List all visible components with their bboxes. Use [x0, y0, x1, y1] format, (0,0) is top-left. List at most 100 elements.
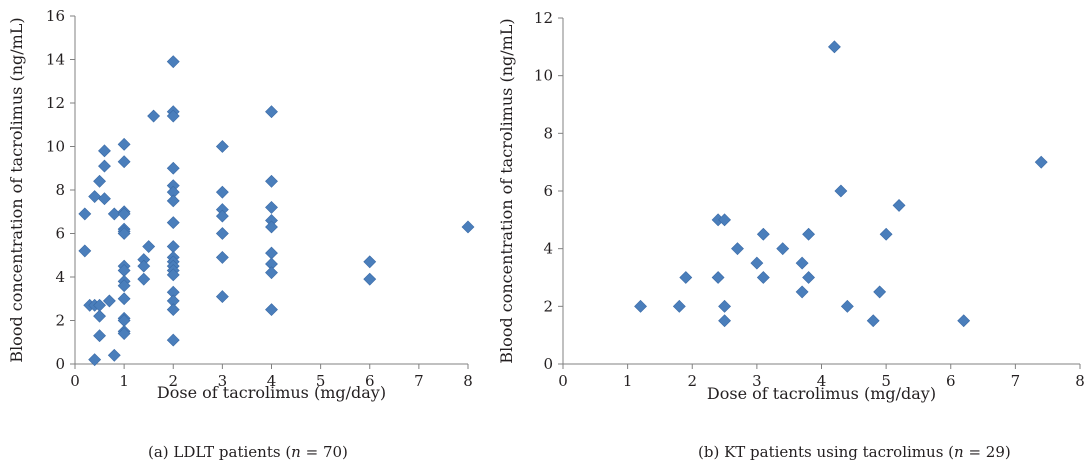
data-point	[166, 109, 180, 123]
x-tick-label: 7	[1011, 372, 1021, 390]
data-point	[137, 259, 151, 273]
data-point	[98, 192, 111, 206]
x-tick-label: 3	[218, 372, 228, 390]
y-axis-title: Blood concentration of tacrolimus (ng/mL…	[7, 17, 26, 362]
data-point	[879, 227, 893, 241]
data-point	[117, 292, 131, 306]
data-point	[215, 227, 229, 240]
x-tick-label: 8	[1075, 372, 1085, 390]
y-tick-label: 14	[46, 51, 65, 69]
x-axis-title: Dose of tacrolimus (mg/day)	[157, 383, 386, 402]
data-point	[795, 285, 809, 299]
data-point	[102, 294, 116, 308]
caption-a-prefix: (a) LDLT patients (	[148, 443, 292, 461]
data-point	[98, 159, 111, 173]
caption-b-prefix: (b) KT patients using tacrolimus (	[698, 443, 955, 461]
data-point	[866, 314, 880, 328]
data-point	[265, 303, 278, 317]
data-point	[93, 329, 106, 343]
data-point	[840, 299, 854, 313]
x-tick-label: 1	[119, 372, 129, 390]
x-tick-label: 3	[752, 372, 762, 390]
data-point	[215, 185, 229, 199]
data-point	[215, 209, 229, 223]
y-tick-label: 10	[534, 67, 553, 85]
data-point	[265, 266, 278, 280]
data-point	[756, 271, 770, 284]
data-point	[93, 174, 106, 188]
y-tick-label: 16	[46, 7, 65, 25]
caption-b: (b) KT patients using tacrolimus (n = 29…	[698, 443, 1011, 461]
data-point	[166, 161, 180, 175]
data-point	[892, 198, 906, 212]
data-point	[679, 271, 693, 284]
data-point	[718, 299, 731, 313]
data-point	[166, 216, 180, 230]
data-point	[828, 40, 841, 54]
x-tick-label: 5	[881, 372, 891, 390]
y-tick-label: 6	[543, 182, 553, 200]
x-tick-label: 2	[168, 372, 178, 390]
data-point	[166, 240, 180, 253]
data-point	[166, 194, 180, 208]
data-point	[731, 242, 744, 256]
y-tick-label: 0	[543, 355, 553, 373]
y-tick-label: 12	[534, 9, 553, 27]
data-point	[265, 246, 278, 260]
data-point	[1034, 155, 1048, 169]
data-point	[834, 184, 848, 198]
data-point	[718, 314, 731, 328]
data-point	[750, 256, 764, 270]
x-tick-label: 6	[946, 372, 956, 390]
y-tick-label: 0	[55, 355, 65, 373]
data-point	[107, 348, 121, 362]
data-point	[137, 272, 151, 286]
x-tick-label: 2	[687, 372, 697, 390]
data-point	[873, 285, 887, 299]
data-point	[265, 174, 278, 188]
data-point	[78, 207, 92, 221]
data-point	[93, 309, 106, 323]
data-point	[117, 207, 131, 221]
data-point	[78, 244, 92, 258]
data-point	[672, 299, 686, 313]
data-point	[265, 105, 278, 119]
x-tick-label: 6	[365, 372, 375, 390]
y-tick-label: 10	[46, 138, 65, 156]
caption-a-suffix: = 70)	[300, 443, 348, 461]
y-tick-label: 4	[55, 268, 65, 286]
y-tick-label: 4	[543, 240, 553, 258]
x-tick-label: 5	[316, 372, 326, 390]
data-point	[756, 227, 770, 241]
x-tick-label: 4	[267, 372, 277, 390]
data-point	[166, 268, 180, 282]
data-point	[634, 299, 647, 313]
caption-b-suffix: = 29)	[963, 443, 1011, 461]
data-point	[88, 190, 102, 203]
data-point	[461, 220, 475, 234]
x-tick-label: 1	[623, 372, 633, 390]
y-axis-title: Blood concentration of tacrolimus (ng/mL…	[497, 18, 516, 363]
data-point	[363, 272, 377, 286]
data-point	[215, 251, 229, 264]
y-tick-label: 8	[543, 124, 553, 142]
data-point	[711, 271, 725, 284]
y-tick-label: 12	[46, 94, 65, 112]
data-point	[147, 109, 161, 123]
data-point	[166, 333, 180, 347]
data-point	[117, 155, 131, 169]
data-point	[117, 227, 131, 240]
data-point	[718, 213, 731, 227]
data-point	[215, 140, 229, 153]
data-point	[802, 271, 815, 284]
x-tick-label: 0	[70, 372, 80, 390]
data-point	[98, 144, 111, 158]
x-tick-label: 4	[817, 372, 827, 390]
data-point	[363, 255, 377, 269]
caption-a-var: n	[291, 443, 301, 461]
data-point	[142, 240, 156, 253]
x-tick-label: 7	[414, 372, 424, 390]
